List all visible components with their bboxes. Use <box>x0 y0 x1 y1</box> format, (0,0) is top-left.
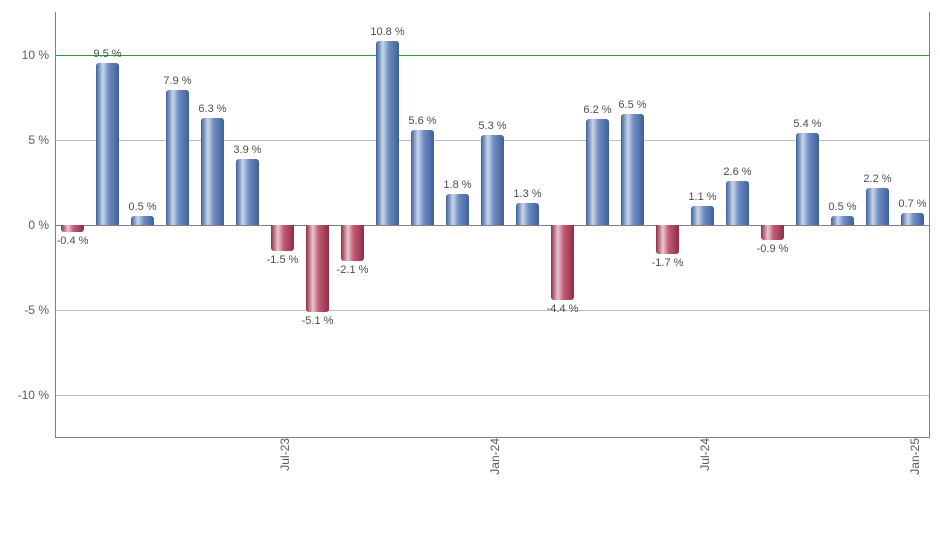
bar-value-label: 5.6 % <box>408 115 436 127</box>
bar <box>656 225 678 254</box>
gridline <box>55 310 930 311</box>
bar-value-label: 2.6 % <box>723 166 751 178</box>
bar <box>236 159 258 225</box>
bar <box>306 225 328 312</box>
bar-value-label: 9.5 % <box>93 48 121 60</box>
bar <box>691 206 713 225</box>
bar <box>96 63 118 225</box>
bar <box>166 90 188 225</box>
bar <box>376 41 398 225</box>
bar <box>726 181 748 225</box>
bar <box>411 130 433 225</box>
bar-value-label: 10.8 % <box>370 26 404 38</box>
bar <box>586 119 608 225</box>
bar-chart: -10 % -5 % 0 % 5 % 10 % -0.4 % 9.5 % 0.5 % 7.9 %… <box>0 0 940 550</box>
bar-value-label: 6.2 % <box>583 104 611 116</box>
bar-value-label: 5.4 % <box>793 118 821 130</box>
bar <box>201 118 223 225</box>
bar-value-label: -1.7 % <box>652 257 684 269</box>
y-tick-label: 5 % <box>28 133 55 147</box>
bar-value-label: -2.1 % <box>337 264 369 276</box>
x-tick-label: Jul-24 <box>694 438 712 471</box>
x-tick-label: Jan-24 <box>484 438 502 475</box>
bar-value-label: 0.5 % <box>828 201 856 213</box>
x-tick-label: Jan-25 <box>904 438 922 475</box>
plot-area: -10 %-5 %0 %5 %10 %-0.4 %9.5 %0.5 %7.9 %… <box>55 12 930 438</box>
y-tick-label: -5 % <box>24 303 55 317</box>
bar <box>621 114 643 225</box>
gridline <box>55 225 930 226</box>
bar-value-label: -0.4 % <box>57 235 89 247</box>
y-tick-label: 0 % <box>28 218 55 232</box>
bar-value-label: 0.7 % <box>898 198 926 210</box>
bar-value-label: 6.3 % <box>198 103 226 115</box>
bar-value-label: 1.8 % <box>443 179 471 191</box>
bar-value-label: 1.1 % <box>688 191 716 203</box>
bar-value-label: 2.2 % <box>863 173 891 185</box>
bar <box>831 216 853 225</box>
bar <box>551 225 573 300</box>
gridline <box>55 395 930 396</box>
bar <box>131 216 153 225</box>
bar-value-label: 1.3 % <box>513 188 541 200</box>
bar-value-label: 3.9 % <box>233 144 261 156</box>
bar-value-label: 7.9 % <box>163 75 191 87</box>
y-tick-label: -10 % <box>18 388 55 402</box>
bar-value-label: -5.1 % <box>302 315 334 327</box>
bar-value-label: -4.4 % <box>547 303 579 315</box>
bar-value-label: -0.9 % <box>757 243 789 255</box>
bar-value-label: 0.5 % <box>128 201 156 213</box>
bar <box>866 188 888 225</box>
bar <box>271 225 293 251</box>
bar <box>341 225 363 261</box>
bar <box>446 194 468 225</box>
bar-value-label: 6.5 % <box>618 99 646 111</box>
bar <box>796 133 818 225</box>
bar <box>901 213 923 225</box>
reference-line <box>55 55 930 56</box>
x-tick-label: Jul-23 <box>274 438 292 471</box>
bar-value-label: 5.3 % <box>478 120 506 132</box>
bar <box>61 225 83 232</box>
bar <box>481 135 503 225</box>
bar-value-label: -1.5 % <box>267 254 299 266</box>
bar <box>516 203 538 225</box>
bar <box>761 225 783 240</box>
y-tick-label: 10 % <box>22 48 55 62</box>
